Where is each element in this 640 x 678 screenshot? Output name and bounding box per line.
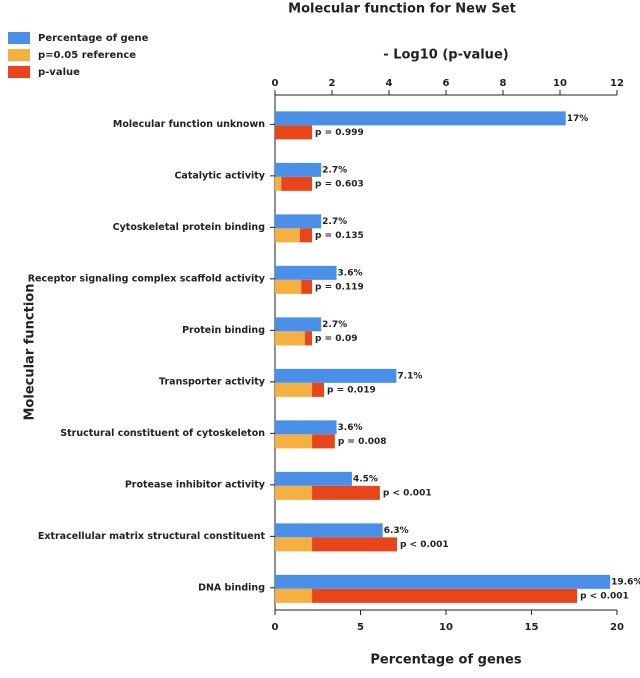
bar-value-label: 7.1% — [397, 371, 422, 381]
chart-title: Molecular function for New Set — [288, 2, 516, 17]
y-axis-title: Molecular function — [23, 284, 38, 421]
x2-tick-label: 12 — [610, 78, 624, 89]
bar-value-label: 3.6% — [338, 268, 363, 278]
percentage-bar — [275, 265, 337, 280]
p-label: p < 0.001 — [383, 488, 432, 498]
p-label: p = 0.119 — [315, 282, 364, 292]
pvalue-bar — [312, 485, 380, 500]
bar-value-label: 2.7% — [322, 165, 347, 175]
y-tick-label: Protein binding — [182, 325, 265, 336]
bar-value-label: 2.7% — [322, 320, 347, 330]
bar-value-label: 3.6% — [338, 423, 363, 433]
y-tick-label: Protease inhibitor activity — [125, 479, 266, 490]
x-tick-label: 5 — [357, 622, 364, 633]
y-tick-label: Catalytic activity — [174, 170, 265, 181]
pvalue-bar — [275, 588, 313, 603]
x2-axis-title: - Log10 (p-value) — [383, 48, 508, 63]
x-axis-title: Percentage of genes — [370, 653, 521, 668]
percentage-bar — [275, 214, 322, 229]
y-tick-label: Cytoskeletal protein binding — [113, 222, 265, 233]
legend-label: p=0.05 reference — [38, 50, 136, 61]
legend-label: p-value — [38, 67, 80, 78]
legend-swatch — [8, 66, 30, 78]
pvalue-bar — [275, 537, 313, 552]
p-label: p = 0.019 — [327, 385, 376, 395]
x2-tick-label: 2 — [329, 78, 336, 89]
percentage-bar — [275, 471, 352, 486]
legend-swatch — [8, 32, 30, 44]
p-label: p = 0.008 — [338, 437, 387, 447]
percentage-bar — [275, 162, 322, 177]
p-label: p = 0.09 — [315, 334, 357, 344]
pvalue-bar — [275, 382, 313, 397]
p-label: p = 0.603 — [315, 179, 364, 189]
x2-tick-label: 4 — [386, 78, 393, 89]
pvalue-bar — [275, 279, 302, 294]
x2-tick-label: 8 — [500, 78, 507, 89]
bar-value-label: 19.6% — [611, 577, 640, 587]
pvalue-bar — [275, 176, 282, 191]
pvalue-bar — [275, 434, 313, 449]
pvalue-bar — [275, 228, 300, 243]
x2-tick-label: 6 — [443, 78, 450, 89]
legend-swatch — [8, 49, 30, 61]
p-label: p < 0.001 — [400, 540, 449, 550]
x-tick-label: 15 — [525, 622, 539, 633]
pvalue-bar — [301, 279, 313, 294]
pvalue-bar — [299, 228, 313, 243]
p-label: p = 0.999 — [315, 128, 364, 138]
pvalue-bar — [275, 125, 313, 140]
percentage-bar — [275, 111, 566, 126]
pvalue-bar — [312, 382, 325, 397]
pvalue-bar — [275, 331, 305, 346]
legend-label: Percentage of gene — [38, 33, 149, 44]
y-tick-label: Molecular function unknown — [113, 119, 265, 130]
percentage-bar — [275, 523, 383, 538]
pvalue-bar — [312, 537, 397, 552]
y-tick-label: Structural constituent of cytoskeleton — [60, 428, 265, 439]
pvalue-bar — [304, 331, 313, 346]
y-tick-label: Extracellular matrix structural constitu… — [38, 531, 266, 542]
y-tick-label: Receptor signaling complex scaffold acti… — [28, 273, 266, 284]
x2-tick-label: 0 — [272, 78, 279, 89]
bar-value-label: 2.7% — [322, 217, 347, 227]
percentage-bar — [275, 368, 397, 383]
y-tick-label: DNA binding — [198, 582, 265, 593]
percentage-bar — [275, 420, 337, 435]
y-tick-label: Transporter activity — [159, 376, 266, 387]
pvalue-bar — [312, 434, 335, 449]
pvalue-bar — [281, 176, 313, 191]
percentage-bar — [275, 574, 611, 589]
pvalue-bar — [275, 485, 313, 500]
p-label: p < 0.001 — [580, 591, 629, 601]
x2-tick-label: 10 — [553, 78, 567, 89]
bar-value-label: 4.5% — [353, 474, 378, 484]
x-tick-label: 20 — [610, 622, 624, 633]
pvalue-bar — [312, 588, 578, 603]
x-tick-label: 10 — [439, 622, 453, 633]
percentage-bar — [275, 317, 322, 332]
bar-value-label: 6.3% — [384, 526, 409, 536]
x-tick-label: 0 — [272, 622, 279, 633]
bar-value-label: 17% — [567, 114, 589, 124]
p-label: p = 0.135 — [315, 231, 364, 241]
